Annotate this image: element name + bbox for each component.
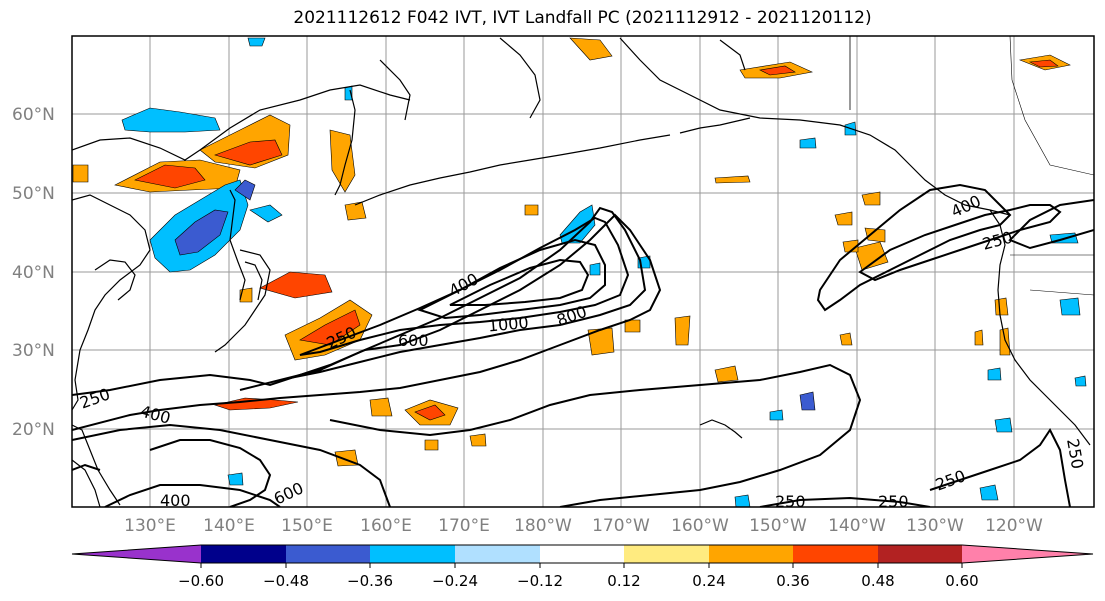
colorbar-tick-label: −0.60 — [178, 572, 224, 590]
lon-label-150w: 150°W — [749, 516, 807, 536]
colorbar-swatches — [71, 544, 1094, 568]
map-border — [71, 35, 1095, 508]
colorbar-swatch — [201, 545, 286, 563]
colorbar-swatch — [962, 545, 1093, 563]
colorbar-swatch — [624, 545, 709, 563]
contour-label: 1000 — [487, 313, 529, 335]
gridlines — [72, 36, 1094, 507]
colorbar-swatch — [793, 545, 878, 563]
colorbar-tick-label: 0.12 — [607, 572, 640, 590]
ivt-contours — [72, 183, 1094, 507]
colorbar-tick-label: 0.48 — [861, 572, 894, 590]
colorbar-swatch — [286, 545, 370, 563]
colorbar-swatch — [72, 545, 201, 563]
lon-label-160e: 160°E — [360, 516, 412, 536]
lon-label-140e: 140°E — [203, 516, 255, 536]
lat-label-20n: 20°N — [12, 420, 55, 440]
lon-label-140w: 140°W — [828, 516, 886, 536]
contour-label: 250 — [775, 492, 806, 511]
colorbar-tick-label: 0.24 — [692, 572, 725, 590]
negative-anomaly-patches — [121, 37, 1087, 507]
colorbar-tick-label: −0.48 — [263, 572, 309, 590]
colorbar-ticks: −0.60 −0.48 −0.36 −0.24 −0.12 0.12 0.24 … — [178, 572, 979, 590]
coastlines — [72, 36, 1094, 507]
lat-label-30n: 30°N — [12, 341, 55, 361]
colorbar-tick-label: 0.60 — [945, 572, 978, 590]
lon-label-170e: 170°E — [438, 516, 490, 536]
colorbar: −0.60 −0.48 −0.36 −0.24 −0.12 0.12 0.24 … — [71, 544, 1094, 590]
positive-anomaly-patches — [72, 37, 1071, 467]
lat-label-60n: 60°N — [12, 105, 55, 125]
lon-label-130e: 130°E — [124, 516, 176, 536]
colorbar-tick-label: 0.36 — [776, 572, 809, 590]
colorbar-swatch — [455, 545, 540, 563]
contour-label: 250 — [878, 492, 909, 511]
lon-label-170w: 170°W — [592, 516, 650, 536]
latitude-labels: 60°N 50°N 40°N 30°N 20°N — [12, 105, 55, 440]
contour-label: 400 — [160, 491, 191, 510]
lon-label-160w: 160°W — [671, 516, 729, 536]
colorbar-swatch — [370, 545, 455, 563]
lon-label-150e: 150°E — [281, 516, 333, 536]
contour-label: 600 — [398, 331, 429, 350]
lon-label-180w: 180°W — [514, 516, 572, 536]
colorbar-tick-label: −0.36 — [347, 572, 393, 590]
lat-label-40n: 40°N — [12, 263, 55, 283]
lat-label-50n: 50°N — [12, 184, 55, 204]
colorbar-swatch — [540, 545, 624, 563]
lon-label-120w: 120°W — [985, 516, 1043, 536]
colorbar-tick-label: −0.12 — [517, 572, 563, 590]
colorbar-swatch — [878, 545, 962, 563]
longitude-labels: 130°E 140°E 150°E 160°E 170°E 180°W 170°… — [124, 516, 1043, 536]
colorbar-swatch — [709, 545, 793, 563]
lon-label-130w: 130°W — [906, 516, 964, 536]
map-title: 2021112612 F042 IVT, IVT Landfall PC (20… — [293, 8, 872, 28]
colorbar-tick-label: −0.24 — [432, 572, 478, 590]
